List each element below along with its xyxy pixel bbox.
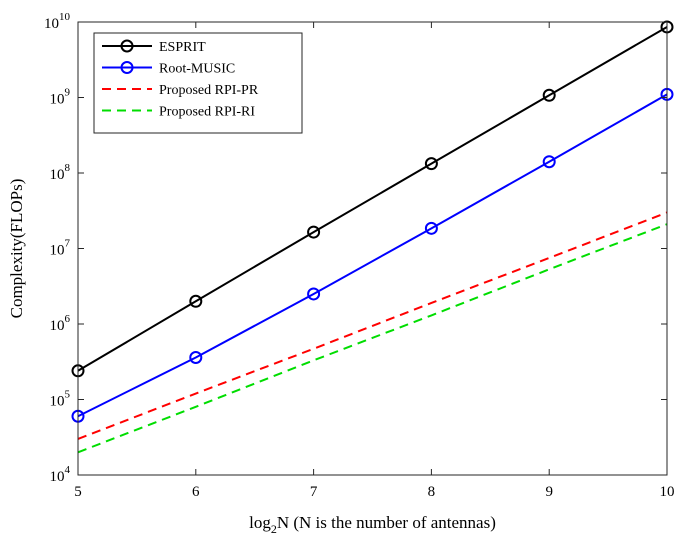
- series-line-proposed-rpi-ri: [77, 223, 668, 454]
- x-tick-label: 6: [192, 484, 200, 500]
- x-tick-label: 7: [310, 484, 318, 500]
- data-point-root-music: [542, 155, 556, 169]
- y-tick-label-base: 10: [44, 16, 59, 32]
- y-tick-label: 1010: [44, 11, 71, 32]
- legend-label-esprit: ESPRIT: [159, 40, 206, 55]
- y-tick-label: 105: [50, 389, 71, 410]
- legend-label-proposed-rpi-ri: Proposed RPI-RI: [159, 105, 255, 120]
- legend: ESPRIT Root-MUSIC Proposed RPI-PR Proposed …: [93, 32, 303, 134]
- y-tick-label-exponent: 10: [59, 11, 71, 23]
- x-tick-label: 8: [428, 484, 436, 500]
- x-axis-label-prefix: log: [249, 513, 271, 532]
- y-tick-label-base: 10: [50, 318, 65, 334]
- y-tick-label-exponent: 5: [65, 389, 71, 401]
- y-tick-label-exponent: 8: [65, 162, 71, 174]
- data-point-esprit: [189, 294, 203, 308]
- y-axis-label: Complexity(FLOPs): [7, 179, 26, 319]
- series-line-proposed-rpi-pr: [77, 211, 668, 440]
- y-tick-label-exponent: 7: [65, 238, 71, 250]
- y-tick-label-exponent: 9: [65, 87, 71, 99]
- data-point-root-music: [424, 221, 438, 235]
- x-tick-label: 10: [660, 484, 675, 500]
- y-tick-label: 109: [50, 87, 71, 108]
- y-tick-label-base: 10: [50, 167, 65, 183]
- data-point-root-music: [189, 350, 203, 364]
- data-point-root-music: [307, 287, 321, 301]
- x-tick-label: 9: [545, 484, 553, 500]
- y-tick-label-base: 10: [50, 394, 65, 410]
- legend-label-root-music: Root-MUSIC: [159, 62, 235, 77]
- legend-marker-root-music: [120, 61, 134, 74]
- x-axis-label-subscript: 2: [271, 522, 277, 536]
- x-axis-label: log2N (N is the number of antennas): [249, 513, 496, 536]
- x-tick-label: 5: [74, 484, 82, 500]
- series-layer: [71, 20, 674, 454]
- y-tick-label: 107: [50, 238, 71, 259]
- y-tick-label-base: 10: [50, 243, 65, 259]
- y-tick-label: 108: [50, 162, 71, 183]
- y-tick-label: 106: [50, 313, 71, 334]
- legend-label-proposed-rpi-pr: Proposed RPI-PR: [159, 83, 259, 98]
- data-point-esprit: [424, 157, 438, 171]
- y-tick-label-base: 10: [50, 469, 65, 485]
- data-point-esprit: [542, 88, 556, 102]
- y-tick-label: 104: [50, 464, 71, 485]
- y-tick-label-exponent: 6: [65, 313, 71, 325]
- x-axis-label-suffix: N (N is the number of antennas): [277, 513, 496, 532]
- legend-box: [93, 32, 303, 134]
- legend-marker-esprit: [120, 39, 134, 53]
- series-line-root-music: [77, 93, 668, 418]
- y-tick-label-base: 10: [50, 92, 65, 108]
- data-point-esprit: [307, 225, 321, 239]
- series-line-esprit: [77, 26, 668, 372]
- y-tick-label-exponent: 4: [65, 464, 71, 476]
